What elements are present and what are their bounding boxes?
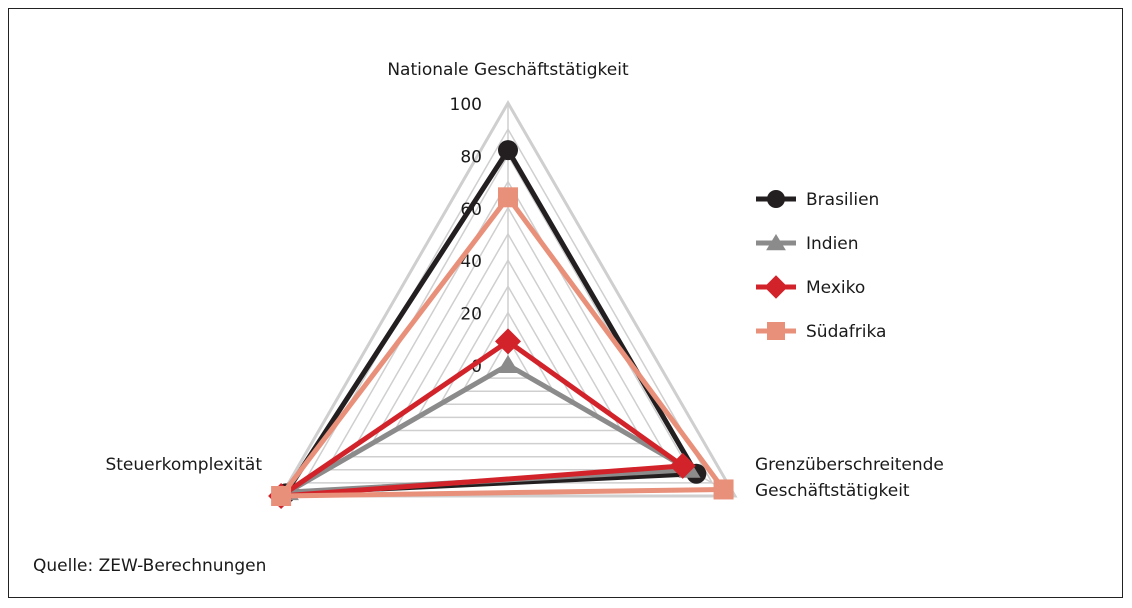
grid-ring-60 <box>370 206 646 445</box>
grid-ring-40 <box>415 258 601 419</box>
tick-label: 0 <box>471 357 482 377</box>
legend-item: Indien <box>756 234 859 254</box>
tick-label: 80 <box>460 147 482 167</box>
series-group <box>268 140 734 509</box>
legend-label: Mexiko <box>806 278 865 298</box>
legend-label: Brasilien <box>806 190 879 210</box>
marker-triangle <box>766 234 786 251</box>
axis-label: Grenzüberschreitende <box>755 455 944 475</box>
axis-label: Nationale Geschäftstätigkeit <box>387 60 629 80</box>
axis-label: Steuerkomplexität <box>105 455 262 475</box>
marker-circle <box>767 190 785 208</box>
legend-item: Brasilien <box>756 190 879 210</box>
marker-diamond <box>669 452 696 479</box>
marker-diamond <box>495 328 521 355</box>
marker-square <box>713 479 734 500</box>
marker-square <box>498 187 518 208</box>
series-line <box>278 194 727 499</box>
grid-ring-80 <box>325 153 691 471</box>
grid-ring-70 <box>347 180 669 458</box>
marker-diamond <box>764 275 788 299</box>
grid-ring-100 <box>278 100 738 498</box>
series-brasilien <box>275 140 707 504</box>
series-line <box>283 147 699 496</box>
axis-labels: Nationale Geschäftstätigkeit Grenzübersch… <box>105 60 943 501</box>
grid-ring-10 <box>484 337 532 379</box>
legend-item: Mexiko <box>756 275 865 299</box>
series-südafrika <box>271 187 734 506</box>
grid-ring-20 <box>461 311 555 392</box>
tick-label: 20 <box>460 305 482 325</box>
marker-triangle <box>497 355 519 373</box>
tick-label: 40 <box>460 252 482 272</box>
marker-square <box>271 486 292 506</box>
legend-label: Südafrika <box>806 322 886 342</box>
legend: Brasilien Indien Mexiko Südafrika <box>756 190 886 342</box>
legend-item: Südafrika <box>756 322 886 342</box>
tick-label: 100 <box>450 95 482 115</box>
grid-ring-30 <box>438 284 578 406</box>
marker-square <box>767 322 785 340</box>
marker-circle <box>498 140 518 161</box>
radar-grid <box>278 100 738 498</box>
axis-label: Geschäftstätigkeit <box>755 481 910 501</box>
legend-label: Indien <box>806 234 859 254</box>
series-line <box>278 338 686 499</box>
chart-frame <box>8 8 1123 598</box>
source-note: Quelle: ZEW-Berechnungen <box>33 556 267 576</box>
grid-ring-50 <box>393 232 623 432</box>
